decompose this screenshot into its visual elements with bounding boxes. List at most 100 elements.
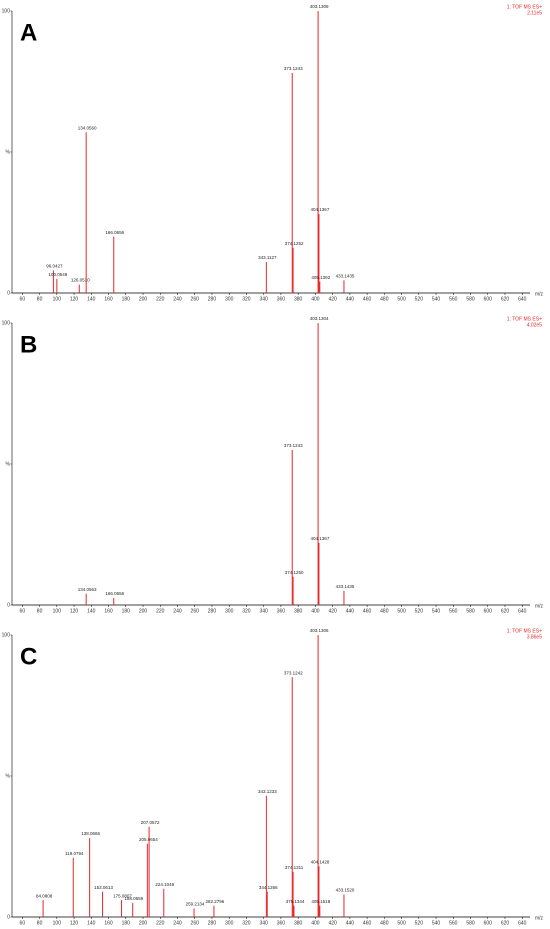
- x-tick-label: 240: [173, 296, 182, 302]
- x-tick-label: 140: [87, 920, 96, 926]
- x-tick-label: 520: [415, 920, 424, 926]
- x-tick-label: 180: [122, 296, 131, 302]
- x-tick-label: 80: [37, 296, 43, 302]
- peak-label: 403.1306: [310, 628, 329, 633]
- x-tick-label: 480: [380, 920, 389, 926]
- x-tick-label: 520: [415, 608, 424, 614]
- x-tick-label: 120: [70, 608, 79, 614]
- x-axis-label: m/z: [535, 915, 544, 921]
- x-tick-label: 280: [208, 608, 217, 614]
- y-tick-label: 100: [2, 8, 11, 14]
- panel-label: A: [20, 19, 37, 46]
- x-tick-label: 320: [242, 608, 251, 614]
- peak-label: 375.1344: [286, 899, 305, 904]
- x-tick-label: 400: [311, 296, 320, 302]
- x-tick-label: 240: [173, 920, 182, 926]
- x-tick-label: 440: [346, 920, 355, 926]
- x-tick-label: 580: [466, 296, 475, 302]
- x-tick-label: 620: [501, 920, 510, 926]
- peak-label: 134.0563: [78, 587, 97, 592]
- x-tick-label: 620: [501, 296, 510, 302]
- x-axis-label: m/z: [535, 291, 544, 297]
- x-tick-label: 420: [328, 608, 337, 614]
- x-tick-label: 580: [466, 608, 475, 614]
- x-tick-label: 140: [87, 296, 96, 302]
- x-tick-label: 220: [156, 608, 165, 614]
- peak-label: 282.2796: [206, 899, 225, 904]
- x-tick-label: 340: [260, 608, 269, 614]
- peak-label: 100.0549: [48, 272, 67, 277]
- x-tick-label: 540: [432, 920, 441, 926]
- header-text: 1: TOF MS ES+: [507, 4, 542, 10]
- x-tick-label: 540: [432, 608, 441, 614]
- peak-label: 126.0510: [71, 278, 90, 283]
- x-tick-label: 600: [484, 608, 493, 614]
- x-tick-label: 480: [380, 296, 389, 302]
- peak-label: 404.1428: [311, 859, 330, 864]
- peak-label: 374.1311: [285, 865, 304, 870]
- y-tick-label: 0: [7, 602, 10, 608]
- x-tick-label: 300: [225, 296, 234, 302]
- x-tick-label: 180: [122, 920, 131, 926]
- x-tick-label: 280: [208, 296, 217, 302]
- x-tick-label: 480: [380, 608, 389, 614]
- x-tick-label: 420: [328, 296, 337, 302]
- x-tick-label: 500: [397, 608, 406, 614]
- x-tick-label: 100: [53, 608, 62, 614]
- peak-label: 404.1367: [311, 536, 330, 541]
- peak-label: 259.2134: [186, 902, 205, 907]
- x-tick-label: 500: [397, 296, 406, 302]
- x-tick-label: 120: [70, 296, 79, 302]
- x-tick-label: 140: [87, 608, 96, 614]
- x-tick-label: 260: [191, 608, 200, 614]
- x-tick-label: 460: [363, 920, 372, 926]
- x-tick-label: 340: [260, 296, 269, 302]
- x-tick-label: 380: [294, 920, 303, 926]
- x-tick-label: 60: [20, 920, 26, 926]
- peak-label: 96.0427: [46, 264, 63, 269]
- peak-label: 343.1127: [258, 255, 277, 260]
- x-tick-label: 640: [518, 608, 527, 614]
- x-tick-label: 60: [20, 296, 26, 302]
- x-tick-label: 420: [328, 920, 337, 926]
- x-tick-label: 200: [139, 920, 148, 926]
- peak-label: 403.1309: [310, 4, 329, 9]
- x-tick-label: 380: [294, 296, 303, 302]
- x-tick-label: 300: [225, 608, 234, 614]
- x-axis-label: m/z: [535, 603, 544, 609]
- x-tick-label: 160: [104, 608, 113, 614]
- x-tick-label: 160: [104, 296, 113, 302]
- x-tick-label: 400: [311, 608, 320, 614]
- peak-label: 374.1250: [285, 570, 304, 575]
- y-tick-label: 100: [2, 320, 11, 326]
- x-tick-label: 580: [466, 920, 475, 926]
- y-tick-label: 0: [7, 914, 10, 920]
- peak-label: 188.0559: [124, 896, 143, 901]
- peak-label: 404.1367: [311, 207, 330, 212]
- x-tick-label: 440: [346, 296, 355, 302]
- peak-label: 433.1520: [336, 888, 355, 893]
- peak-label: 119.0794: [65, 851, 84, 856]
- x-tick-label: 80: [37, 920, 43, 926]
- x-tick-label: 440: [346, 608, 355, 614]
- x-tick-label: 380: [294, 608, 303, 614]
- peak-label: 343.1233: [258, 789, 277, 794]
- x-tick-label: 460: [363, 296, 372, 302]
- peak-label: 175.0807: [113, 893, 132, 898]
- x-tick-label: 120: [70, 920, 79, 926]
- peak-label: 373.1242: [284, 670, 303, 675]
- x-tick-label: 240: [173, 608, 182, 614]
- x-tick-label: 460: [363, 608, 372, 614]
- y-tick-label: %: [6, 149, 11, 155]
- peak-label: 166.0656: [105, 591, 124, 596]
- peak-label: 134.0560: [78, 125, 97, 130]
- x-tick-label: 260: [191, 296, 200, 302]
- peak-label: 433.1435: [336, 584, 355, 589]
- peak-label: 224.1049: [155, 882, 174, 887]
- x-tick-label: 220: [156, 920, 165, 926]
- header-text: 1: TOF MS ES+: [507, 628, 542, 634]
- x-tick-label: 220: [156, 296, 165, 302]
- y-tick-label: 100: [2, 632, 11, 638]
- x-tick-label: 280: [208, 920, 217, 926]
